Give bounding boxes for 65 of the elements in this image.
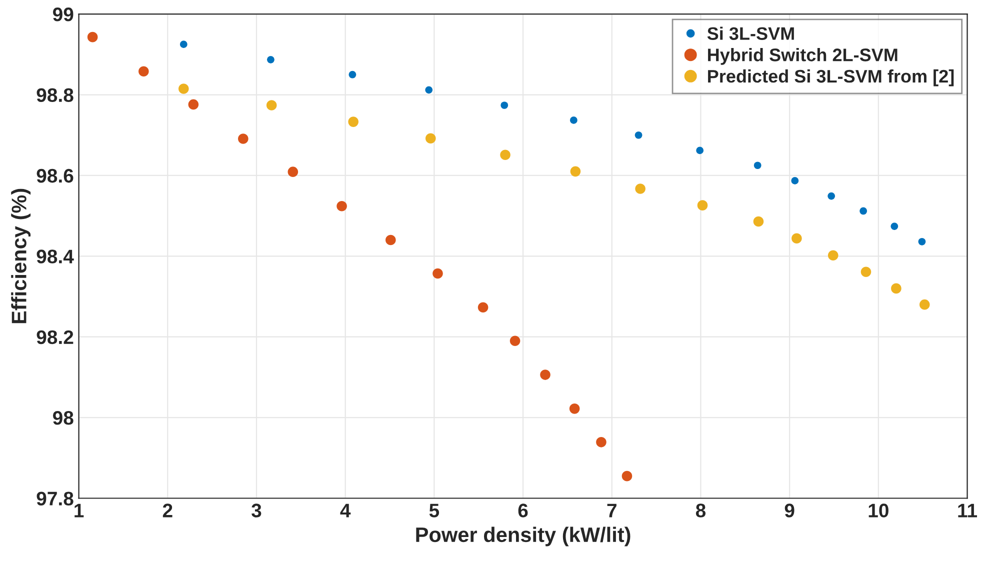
x-axis-title: Power density (kW/lit) xyxy=(416,526,630,546)
point xyxy=(238,134,248,144)
y-tick-label: 97.8 xyxy=(36,492,74,506)
point xyxy=(860,266,872,278)
point xyxy=(432,268,443,279)
point xyxy=(754,162,762,170)
y-tick-label: 98.6 xyxy=(36,168,74,183)
point xyxy=(596,437,606,448)
x-tick-label: 11 xyxy=(958,504,978,518)
y-tick-label: 98.2 xyxy=(36,330,74,344)
point xyxy=(791,177,799,184)
x-tick-label: 10 xyxy=(868,504,888,518)
point xyxy=(510,336,520,346)
point xyxy=(792,233,802,244)
x-tick-label: 5 xyxy=(429,504,440,518)
legend-label: Hybrid Switch 2L-SVM xyxy=(708,48,898,65)
x-tick-label: 6 xyxy=(518,504,528,518)
y-tick-label: 98 xyxy=(52,411,74,425)
point xyxy=(87,32,98,42)
point xyxy=(478,302,488,313)
y-tick-label: 98.4 xyxy=(36,250,74,264)
point xyxy=(635,184,646,194)
y-tick-label: 99 xyxy=(52,8,74,22)
x-tick-label: 8 xyxy=(696,504,706,518)
point xyxy=(138,66,149,77)
point xyxy=(425,133,436,144)
point xyxy=(828,192,836,200)
point xyxy=(918,238,926,246)
point xyxy=(622,470,632,482)
point xyxy=(348,116,358,127)
x-tick-label: 2 xyxy=(162,504,172,518)
x-tick-label: 9 xyxy=(784,504,794,518)
point xyxy=(860,207,867,215)
point xyxy=(425,86,433,94)
point xyxy=(336,200,347,212)
point xyxy=(267,56,274,64)
y-axis-title: Efficiency (%) xyxy=(11,188,31,324)
point xyxy=(188,99,199,110)
point xyxy=(828,250,838,261)
legend-label: Predicted Si 3L-SVM from [2] xyxy=(708,69,954,86)
point xyxy=(570,116,578,124)
x-tick-label: 7 xyxy=(607,504,616,518)
point xyxy=(180,40,188,48)
x-tick-label: 4 xyxy=(340,504,351,518)
point xyxy=(178,84,189,94)
point xyxy=(569,404,580,414)
point xyxy=(570,166,581,177)
y-tick-label: 98.8 xyxy=(36,88,74,102)
point xyxy=(266,100,277,110)
point xyxy=(891,283,902,294)
point xyxy=(890,222,898,230)
point xyxy=(500,102,508,109)
point xyxy=(540,370,550,380)
point xyxy=(500,150,510,160)
point xyxy=(696,146,704,154)
point xyxy=(634,131,642,139)
point xyxy=(697,200,708,210)
legend-label: Si 3L-SVM xyxy=(707,26,794,40)
point xyxy=(753,216,764,227)
point xyxy=(919,299,930,310)
point xyxy=(348,70,356,78)
point xyxy=(288,166,298,177)
x-tick-label: 3 xyxy=(252,504,262,518)
point xyxy=(386,234,396,246)
x-tick-label: 1 xyxy=(74,504,84,518)
